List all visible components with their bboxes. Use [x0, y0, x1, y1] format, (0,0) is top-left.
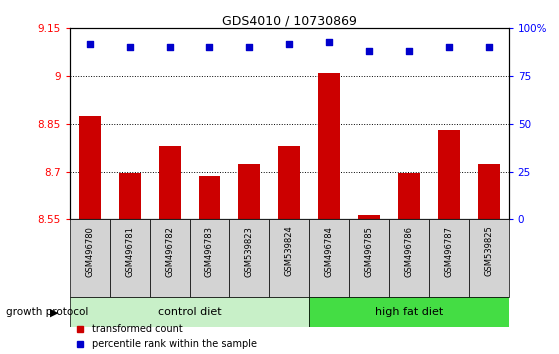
Point: [444, 45, 453, 50]
Bar: [278, 146, 300, 219]
Point: [86, 41, 94, 46]
Bar: [438, 130, 460, 219]
Bar: [309, 297, 509, 327]
Point: [205, 45, 214, 50]
Bar: [269, 219, 309, 297]
Text: GSM496781: GSM496781: [125, 226, 134, 276]
Point: [245, 45, 254, 50]
Text: GSM496787: GSM496787: [444, 226, 453, 277]
Text: GSM496782: GSM496782: [165, 226, 174, 276]
Bar: [318, 73, 340, 219]
Point: [364, 48, 373, 54]
Point: [405, 48, 414, 54]
Text: GSM496786: GSM496786: [405, 226, 414, 277]
Bar: [150, 219, 190, 297]
Bar: [389, 219, 429, 297]
Bar: [70, 297, 309, 327]
Point: [484, 45, 493, 50]
Text: GSM496783: GSM496783: [205, 226, 214, 277]
Point: [125, 45, 134, 50]
Bar: [198, 176, 220, 219]
Text: ▶: ▶: [50, 307, 59, 318]
Bar: [398, 173, 420, 219]
Bar: [229, 219, 269, 297]
Text: GSM496785: GSM496785: [364, 226, 373, 276]
Bar: [429, 219, 469, 297]
Text: GSM496780: GSM496780: [86, 226, 94, 276]
Bar: [190, 219, 229, 297]
Bar: [478, 164, 500, 219]
Title: GDS4010 / 10730869: GDS4010 / 10730869: [222, 14, 357, 27]
Bar: [79, 116, 101, 219]
Text: GSM539823: GSM539823: [245, 226, 254, 276]
Text: GSM539824: GSM539824: [285, 226, 294, 276]
Bar: [239, 164, 260, 219]
Bar: [358, 215, 380, 219]
Text: high fat diet: high fat diet: [375, 307, 443, 318]
Text: growth protocol: growth protocol: [6, 307, 88, 318]
Legend: transformed count, percentile rank within the sample: transformed count, percentile rank withi…: [75, 324, 257, 349]
Point: [285, 41, 294, 46]
Bar: [119, 173, 141, 219]
Bar: [159, 146, 181, 219]
Bar: [110, 219, 150, 297]
Point: [165, 45, 174, 50]
Text: control diet: control diet: [158, 307, 221, 318]
Bar: [309, 219, 349, 297]
Point: [325, 39, 334, 45]
Bar: [349, 219, 389, 297]
Bar: [469, 219, 509, 297]
Text: GSM539825: GSM539825: [484, 226, 493, 276]
Text: GSM496784: GSM496784: [325, 226, 334, 276]
Bar: [70, 219, 110, 297]
